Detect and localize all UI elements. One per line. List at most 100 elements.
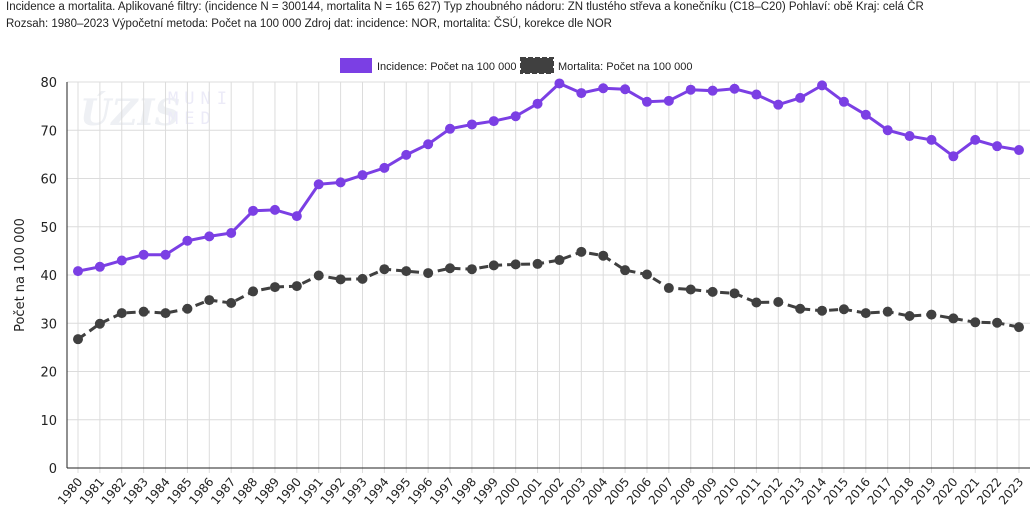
data-point — [204, 231, 215, 242]
data-point — [882, 125, 893, 136]
data-point — [357, 170, 368, 181]
data-point — [773, 99, 784, 110]
data-point — [641, 96, 652, 107]
watermark-munimed-logo: MUNI — [168, 89, 233, 109]
y-tick-label: 40 — [40, 269, 57, 284]
data-point — [160, 249, 171, 260]
data-point — [576, 88, 587, 99]
y-tick-label: 50 — [40, 221, 57, 236]
y-tick-label: 10 — [40, 414, 57, 429]
data-point — [685, 84, 696, 95]
data-point — [926, 134, 937, 145]
data-point — [663, 283, 674, 294]
data-point — [445, 263, 456, 274]
data-point — [970, 317, 981, 328]
legend-swatch — [340, 58, 372, 73]
data-point — [510, 259, 521, 270]
data-point — [466, 264, 477, 275]
data-point — [970, 134, 981, 145]
watermark-munimed-logo: MED — [168, 109, 217, 129]
data-point — [532, 258, 543, 269]
y-tick-label: 0 — [49, 462, 57, 477]
data-point — [313, 270, 324, 281]
data-point — [817, 305, 828, 316]
data-point — [1014, 322, 1024, 333]
data-point — [729, 83, 740, 94]
data-point — [707, 286, 718, 297]
data-point — [269, 204, 280, 215]
y-tick-label: 80 — [40, 76, 57, 91]
data-point — [663, 95, 674, 106]
data-point — [707, 85, 718, 96]
data-point — [226, 297, 237, 308]
data-point — [773, 297, 784, 308]
legend-label: Mortalita: Počet na 100 000 — [558, 61, 693, 73]
legend-label: Incidence: Počet na 100 000 — [377, 61, 516, 73]
data-point — [182, 235, 193, 246]
data-point — [401, 149, 412, 160]
data-point — [204, 295, 215, 306]
data-point — [904, 131, 915, 142]
chart-filter-description: Incidence a mortalita. Aplikované filtry… — [6, 1, 924, 13]
data-point — [554, 78, 565, 89]
data-point — [335, 274, 346, 285]
data-point — [116, 308, 127, 319]
data-point — [335, 177, 346, 188]
data-point — [379, 162, 390, 173]
data-point — [992, 317, 1003, 328]
data-point — [73, 334, 83, 345]
data-point — [94, 261, 105, 272]
data-point — [838, 96, 849, 107]
data-point — [838, 304, 849, 315]
data-point — [488, 260, 499, 271]
y-axis-label: Počet na 100 000 — [13, 218, 28, 332]
series-line — [77, 81, 1020, 273]
data-point — [94, 318, 105, 329]
data-point — [948, 151, 959, 162]
data-point — [554, 255, 565, 266]
y-tick-label: 70 — [40, 124, 57, 139]
data-point — [248, 286, 259, 297]
data-point — [1014, 145, 1024, 156]
data-point — [860, 308, 871, 319]
data-point — [291, 211, 302, 222]
data-point — [532, 98, 543, 109]
data-point — [138, 306, 149, 317]
data-point — [248, 205, 259, 216]
data-point — [860, 109, 871, 120]
data-point — [641, 269, 652, 280]
data-point — [751, 297, 762, 308]
data-point — [313, 179, 324, 190]
data-point — [160, 308, 171, 319]
data-point — [576, 246, 587, 257]
data-point — [466, 119, 477, 130]
data-point — [510, 111, 521, 122]
data-point — [620, 265, 631, 276]
data-point — [291, 281, 302, 292]
data-point — [226, 228, 237, 239]
chart-source-description: Rozsah: 1980–2023 Výpočetní metoda: Poče… — [6, 18, 612, 30]
watermark-uzis-logo: ÚZIS — [80, 92, 181, 134]
data-point — [729, 288, 740, 299]
data-point — [926, 309, 937, 320]
series-incidence — [73, 78, 1024, 277]
data-point — [598, 83, 609, 94]
data-point — [488, 116, 499, 127]
y-tick-label: 30 — [40, 317, 57, 332]
data-point — [182, 303, 193, 314]
data-point — [992, 141, 1003, 152]
data-point — [138, 249, 149, 260]
data-point — [445, 123, 456, 134]
data-point — [620, 84, 631, 95]
data-point — [401, 266, 412, 277]
data-point — [423, 268, 434, 279]
data-point — [116, 255, 127, 266]
data-point — [751, 89, 762, 100]
y-tick-label: 20 — [40, 366, 57, 381]
data-point — [379, 264, 390, 275]
series-line — [77, 250, 1020, 341]
data-point — [73, 266, 83, 277]
data-point — [357, 273, 368, 284]
series-mortality — [73, 246, 1024, 345]
